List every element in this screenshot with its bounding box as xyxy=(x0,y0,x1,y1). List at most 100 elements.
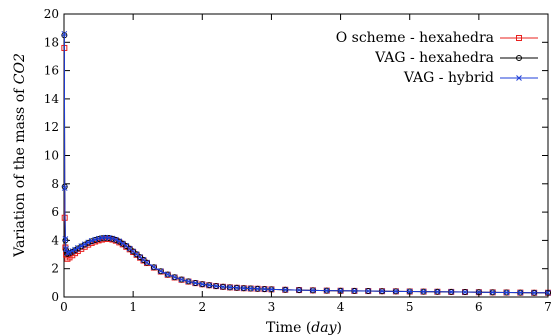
data-point xyxy=(192,280,199,286)
data-point xyxy=(151,264,157,270)
data-point xyxy=(119,240,126,247)
data-point xyxy=(61,185,68,191)
data-point xyxy=(123,242,130,249)
data-point xyxy=(227,284,233,291)
y-tick-label: 8 xyxy=(51,177,59,191)
data-point xyxy=(116,238,123,245)
data-point xyxy=(143,259,150,266)
data-point xyxy=(282,286,289,293)
y-axis-title-prefix: Variation of the mass of xyxy=(12,84,28,258)
x-tick-label: 6 xyxy=(475,300,483,314)
data-point xyxy=(164,271,171,278)
data-point xyxy=(157,268,164,275)
data-point xyxy=(310,287,316,294)
data-point xyxy=(268,286,275,293)
data-point xyxy=(234,284,240,291)
data-point xyxy=(88,237,95,244)
data-point xyxy=(61,30,68,37)
data-point xyxy=(517,289,524,296)
data-point xyxy=(247,285,254,292)
data-point xyxy=(365,288,372,294)
data-point xyxy=(220,283,226,290)
data-point xyxy=(185,278,192,285)
y-tick-label: 16 xyxy=(44,64,59,78)
data-point xyxy=(379,288,385,295)
y-tick-label: 12 xyxy=(44,120,59,134)
legend-marker xyxy=(516,35,522,41)
y-tick-label: 2 xyxy=(51,262,59,276)
y-axis-title: Variation of the mass of CO2 xyxy=(12,53,28,258)
x-axis-title-prefix: Time ( xyxy=(266,320,311,336)
data-point xyxy=(157,268,164,274)
data-point xyxy=(74,245,81,251)
data-point xyxy=(296,287,302,293)
x-tick-label: 5 xyxy=(406,300,414,314)
legend-sample-o-scheme xyxy=(500,35,538,41)
data-point xyxy=(261,286,268,292)
data-point xyxy=(545,289,551,296)
data-point xyxy=(462,289,468,295)
data-point xyxy=(113,236,119,243)
y-tick-label: 14 xyxy=(44,92,60,106)
x-tick-label: 2 xyxy=(198,300,206,314)
legend-marker xyxy=(516,75,522,81)
data-point xyxy=(185,278,192,285)
y-tick-label: 4 xyxy=(51,233,59,247)
data-point xyxy=(240,285,247,292)
legend-entry-vag-hybrid: VAG - hybrid xyxy=(403,70,538,86)
data-point xyxy=(72,246,78,253)
legend-sample-vag-hybrid xyxy=(500,75,538,81)
x-tick-label: 4 xyxy=(337,300,345,314)
y-tick-label: 0 xyxy=(51,290,59,304)
data-point xyxy=(66,249,73,256)
x-tick-label: 0 xyxy=(60,300,68,314)
data-point xyxy=(213,283,219,289)
data-point xyxy=(150,264,157,271)
legend-marker xyxy=(516,55,522,61)
x-axis-title: Time (day) xyxy=(266,320,342,336)
data-point xyxy=(92,236,98,243)
x-axis-title-var: day xyxy=(311,320,337,336)
data-point xyxy=(393,288,399,295)
data-point xyxy=(178,276,185,283)
data-point xyxy=(254,285,261,292)
data-point xyxy=(476,289,482,296)
y-tick-label: 18 xyxy=(44,35,59,49)
x-tick-label: 3 xyxy=(268,300,276,314)
data-point xyxy=(85,239,92,246)
data-point xyxy=(199,281,206,288)
legend-sample-vag-hexahedra xyxy=(500,55,538,61)
data-point xyxy=(351,288,358,294)
y-tick-label: 10 xyxy=(44,149,59,163)
data-point xyxy=(503,289,510,296)
data-point xyxy=(178,276,185,283)
legend-label-o-scheme: O scheme - hexahedra xyxy=(336,30,494,46)
legend-entry-o-scheme: O scheme - hexahedra xyxy=(336,30,538,46)
data-point xyxy=(164,271,171,278)
series-2 xyxy=(61,30,551,296)
x-tick-label: 1 xyxy=(129,300,137,314)
y-axis: 0 2 4 6 8 10 12 14 16 18 20 xyxy=(44,7,548,304)
data-point xyxy=(489,289,496,296)
x-tick-label: 7 xyxy=(544,300,551,314)
y-axis-title-var: CO2 xyxy=(12,53,28,84)
data-point xyxy=(171,274,178,281)
data-point xyxy=(144,259,150,266)
data-point xyxy=(420,288,427,295)
legend-label-vag-hybrid: VAG - hybrid xyxy=(403,70,494,86)
data-point xyxy=(323,287,330,294)
data-point xyxy=(109,235,116,242)
data-point xyxy=(78,243,85,249)
data-point xyxy=(171,274,178,281)
data-point xyxy=(531,289,538,296)
y-tick-label: 20 xyxy=(44,7,59,21)
data-point xyxy=(69,248,76,254)
data-point xyxy=(140,256,147,263)
data-point xyxy=(337,287,344,294)
data-point xyxy=(62,236,69,242)
series-layer xyxy=(61,30,551,296)
data-point xyxy=(81,241,88,248)
y-tick-label: 6 xyxy=(51,205,59,219)
data-point xyxy=(434,288,441,295)
